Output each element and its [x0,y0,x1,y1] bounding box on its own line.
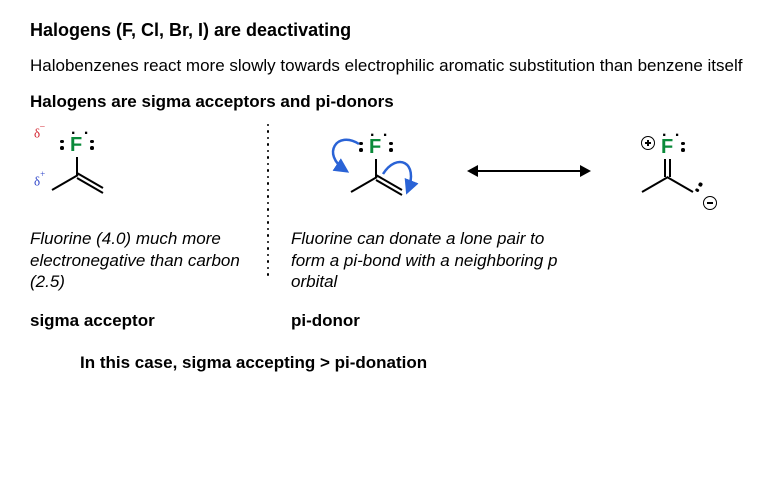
structure-sigma: δ– δ+ . . F [30,122,255,214]
conclusion: In this case, sigma accepting > pi-donat… [80,353,748,373]
lonepair-right-3 [681,142,685,152]
delta-plus: δ+ [34,172,45,189]
lonepair-right [90,140,94,150]
label-pi-donor: pi-donor [291,311,748,331]
arrow-pi-to-carbon [379,152,434,202]
page: Halogens (F, Cl, Br, I) are deactivating… [0,0,778,502]
fluorine-atom-left: F [70,134,82,157]
delta-minus: δ– [34,124,45,141]
bond-cf-3a [664,159,666,177]
lonepair-carbanion [695,182,703,192]
bond-right-3 [667,176,694,193]
col-pi-donor: . . F [271,122,748,331]
lonepair-left [60,140,64,150]
bond-left-3 [642,176,669,193]
caption-electronegativity: Fluorine (4.0) much more electronegative… [30,228,255,293]
structure-pi: . . F [291,122,748,214]
subtitle-halobenzenes: Halobenzenes react more slowly towards e… [30,55,748,78]
lonepair-right-2 [389,142,393,152]
resonance-arrow [469,170,589,172]
resonance-left: . . F [321,122,461,212]
title-sigma-pi: Halogens are sigma acceptors and pi-dono… [30,92,748,112]
diagram-row: δ– δ+ . . F Fluorine (4.0 [30,122,748,331]
caption-lone-pair: Fluorine can donate a lone pair to form … [291,228,571,293]
charge-minus [703,196,717,210]
col-sigma-acceptor: δ– δ+ . . F Fluorine (4.0 [30,122,265,331]
resonance-right: . . F [611,122,771,212]
title-halogens-deactivating: Halogens (F, Cl, Br, I) are deactivating [30,20,748,41]
arrow-lonepair-to-bond [317,128,372,183]
charge-plus [641,136,655,150]
bond-cf-3b [669,159,671,177]
label-sigma-acceptor: sigma acceptor [30,311,255,331]
bond-left [52,174,79,191]
fluorine-atom-right: F [661,136,673,159]
